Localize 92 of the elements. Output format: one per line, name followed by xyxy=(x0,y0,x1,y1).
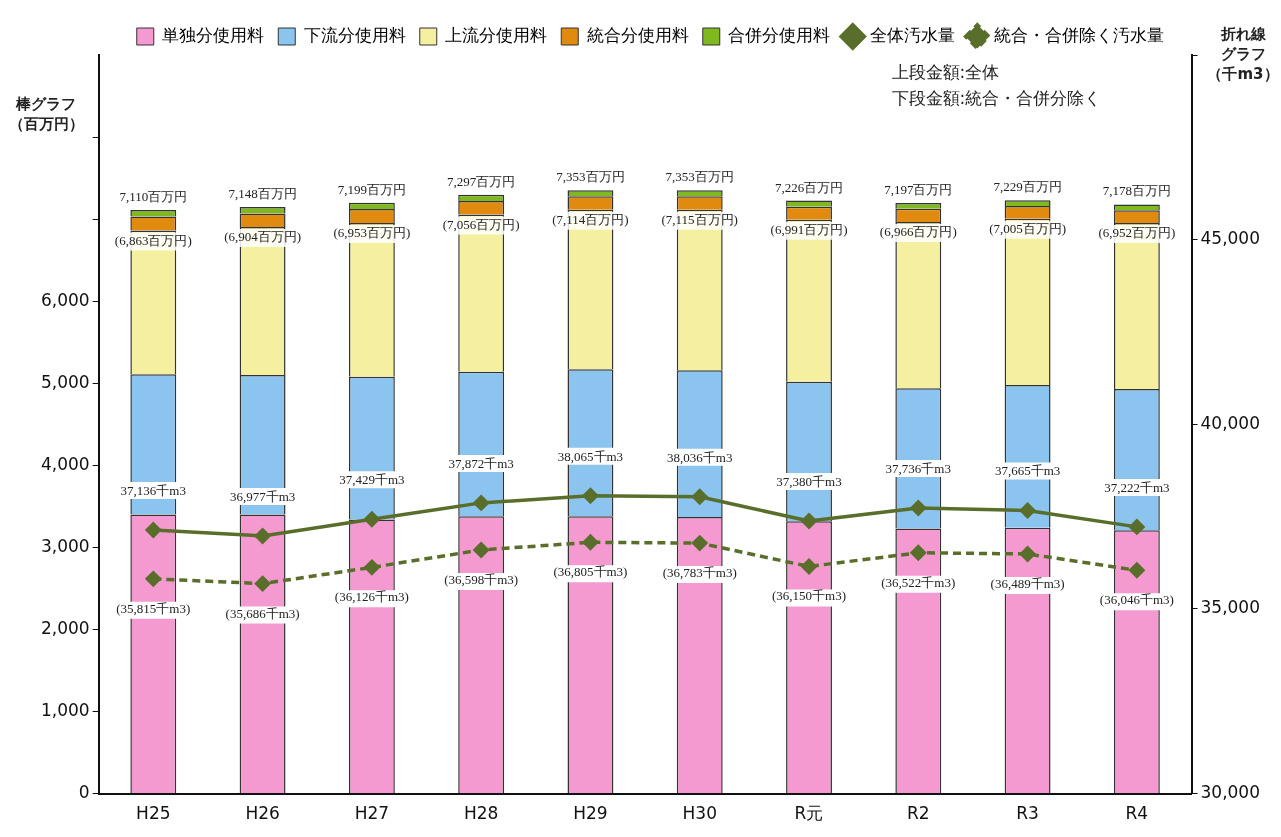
data-label: (36,522千m3) xyxy=(881,574,956,590)
data-label: 37,429千m3 xyxy=(339,472,405,488)
y2-tick-label: 40,000 xyxy=(1200,412,1260,433)
point xyxy=(801,558,817,575)
total-label: 7,297百万円 xyxy=(447,173,516,189)
total-label: 7,353百万円 xyxy=(556,169,625,185)
data-label: 38,065千m3 xyxy=(557,448,624,464)
y-tick-label: 2,000 xyxy=(41,617,90,638)
y-tick-label: 0 xyxy=(78,782,90,803)
x-tick-label: H25 xyxy=(136,803,171,824)
annotation: (6,953百万円) xyxy=(333,225,411,241)
legend-label: 合併分使用料 xyxy=(728,24,831,45)
data-label: (36,598千m3) xyxy=(444,571,519,587)
data-label: (36,783千m3) xyxy=(662,565,737,581)
legend-label: 統合分使用料 xyxy=(586,24,689,45)
point xyxy=(364,559,380,576)
total-label: 7,197百万円 xyxy=(884,181,953,197)
point xyxy=(801,513,817,529)
annotation: 下段金額:統合・合併分除く xyxy=(891,87,1102,108)
data-label: 38,036千m3 xyxy=(667,449,733,465)
total-label: 7,353百万円 xyxy=(665,169,734,185)
point xyxy=(145,571,162,587)
annotation: (7,056百万円) xyxy=(442,216,520,232)
x-tick-label: H26 xyxy=(245,803,280,824)
legend-label: 統合・合併除く汚水量 xyxy=(994,24,1165,45)
data-label: 37,736千m3 xyxy=(885,460,951,476)
y2-axis-title: 折れ線グラフ（千m3） xyxy=(1207,25,1279,84)
data-label: 37,380千m3 xyxy=(776,473,842,489)
x-tick-label: R3 xyxy=(1016,803,1039,824)
data-label: (36,046千m3) xyxy=(1099,592,1174,608)
x-tick-label: H27 xyxy=(354,803,390,824)
point xyxy=(582,534,599,551)
total-label: 7,226百万円 xyxy=(774,179,844,195)
y2-tick-label: 35,000 xyxy=(1200,597,1260,618)
point xyxy=(1019,546,1036,562)
annotation: (6,904百万円) xyxy=(224,229,302,245)
point xyxy=(691,489,708,505)
annotation: (6,966百万円) xyxy=(879,224,957,240)
data-label: (35,686千m3) xyxy=(225,605,300,621)
point xyxy=(364,511,380,527)
total-label: 7,199百万円 xyxy=(337,181,406,197)
legend-label: 全体汚水量 xyxy=(869,24,955,45)
y-tick-label: 4,000 xyxy=(41,453,90,474)
y-tick-label: 1,000 xyxy=(41,699,90,720)
point xyxy=(582,488,599,504)
data-label: (36,805千m3) xyxy=(553,564,628,580)
data-label: (36,126千m3) xyxy=(334,589,409,605)
data-label: (35,815千m3) xyxy=(116,600,191,616)
point xyxy=(910,544,927,561)
point xyxy=(1129,519,1145,535)
data-label: 37,222千m3 xyxy=(1104,479,1170,495)
total-label: 7,229百万円 xyxy=(993,179,1062,195)
legend-label: 下流分使用料 xyxy=(303,24,406,45)
annotation: (7,005百万円) xyxy=(989,221,1067,237)
x-tick-label: H28 xyxy=(463,803,499,824)
data-label: 36,977千m3 xyxy=(229,488,296,504)
y-tick-label: 3,000 xyxy=(41,535,90,556)
y2-tick-label: 30,000 xyxy=(1200,782,1260,803)
annotation: (6,991百万円) xyxy=(770,222,848,238)
x-tick-label: H30 xyxy=(682,803,717,824)
annotation: (6,863百万円) xyxy=(114,232,192,248)
point xyxy=(910,500,927,516)
x-tick-label: R4 xyxy=(1125,803,1149,824)
data-label: (36,150千m3) xyxy=(772,588,847,604)
point xyxy=(473,495,489,511)
data-label: 37,136千m3 xyxy=(120,482,186,498)
point xyxy=(145,522,162,538)
legend-label: 上流分使用料 xyxy=(445,24,548,45)
y2-tick-label: 45,000 xyxy=(1200,228,1260,249)
point xyxy=(1019,502,1036,519)
x-tick-label: H29 xyxy=(573,803,608,824)
total-label: 7,110百万円 xyxy=(119,189,188,205)
point xyxy=(1129,562,1145,579)
data-label: (36,489千m3) xyxy=(990,575,1065,591)
data-label: 37,872千m3 xyxy=(448,455,514,471)
y-tick-label: 6,000 xyxy=(41,289,90,310)
annotation: 上段金額:全体 xyxy=(891,61,1000,82)
point xyxy=(691,535,708,551)
legend-label: 単独分使用料 xyxy=(162,24,265,45)
point xyxy=(254,528,271,544)
x-tick-label: R元 xyxy=(794,803,824,824)
point xyxy=(473,542,489,558)
total-label: 7,148百万円 xyxy=(228,185,297,201)
y-tick-label: 5,000 xyxy=(41,371,90,392)
annotation: (6,952百万円) xyxy=(1098,225,1176,241)
x-tick-label: R2 xyxy=(906,803,930,824)
total-label: 7,178百万円 xyxy=(1102,183,1171,199)
annotation: (7,114百万円) xyxy=(552,212,629,228)
data-label: 37,665千m3 xyxy=(994,463,1061,479)
y-axis-title: 棒グラフ（百万円） xyxy=(8,95,84,134)
point xyxy=(254,575,271,592)
annotation: (7,115百万円) xyxy=(661,212,738,228)
